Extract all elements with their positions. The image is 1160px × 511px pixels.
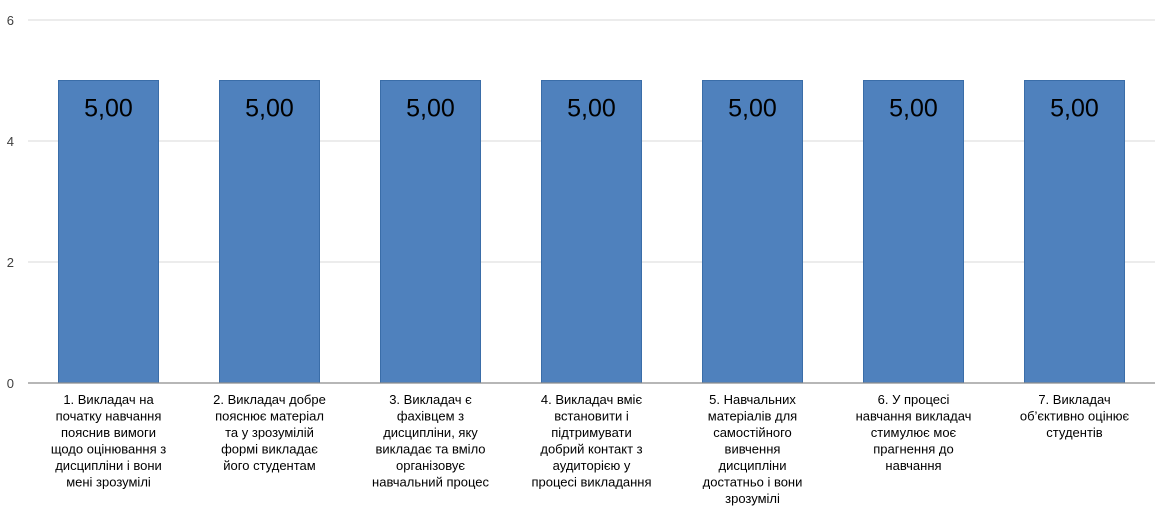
- x-tick-label-line: аудиторією у: [553, 458, 631, 473]
- x-tick-label-line: 1. Викладач на: [63, 392, 154, 407]
- x-tick-label-line: 5. Навчальних: [709, 392, 796, 407]
- x-tick-label-line: пояснив вимоги: [61, 425, 156, 440]
- data-label: 5,00: [567, 95, 616, 123]
- x-tick-label-line: фахівцем з: [397, 409, 464, 424]
- x-tick-label-line: встановити і: [554, 409, 629, 424]
- bar: [702, 80, 803, 384]
- data-label: 5,00: [728, 95, 777, 123]
- y-axis-ticks: 0 2 4 6: [7, 13, 14, 391]
- x-tick-label-line: щодо оцінювання з: [51, 442, 166, 457]
- y-tick-label: 2: [7, 255, 14, 270]
- data-label: 5,00: [406, 95, 455, 123]
- bar: [863, 80, 964, 384]
- data-label: 5,00: [84, 95, 133, 123]
- x-tick-label-line: мені зрозумілі: [66, 475, 151, 490]
- x-tick-label: 6. У процесі навчання викладач стимулює мо…: [856, 392, 972, 473]
- x-tick-label-line: навчальний процес: [372, 475, 489, 490]
- x-tick-label-line: вивчення: [725, 442, 781, 457]
- x-tick-label-line: об’єктивно оцінює: [1020, 409, 1130, 424]
- x-tick-label: 2. Викладач добре пояснює матеріал та у зр…: [213, 392, 326, 473]
- x-tick-label-line: зрозумілі: [725, 491, 780, 506]
- x-tick-label-line: студентів: [1046, 425, 1103, 440]
- x-tick-label: 3. Викладач є фахівцем з дисципліни, яку ви…: [372, 392, 489, 490]
- x-tick-label-line: процесі викладання: [531, 475, 651, 490]
- x-tick-label-line: його студентам: [223, 458, 315, 473]
- x-tick-label-line: початку навчання: [56, 409, 162, 424]
- x-tick-label-line: 6. У процесі: [878, 392, 950, 407]
- x-tick-label-line: дисципліни, яку: [383, 425, 478, 440]
- bar: [380, 80, 481, 384]
- x-tick-label-line: 4. Викладач вміє: [541, 392, 643, 407]
- x-tick-label-line: достатньо і вони: [703, 475, 803, 490]
- x-tick-label: 4. Викладач вміє встановити і підтримувати…: [531, 392, 651, 490]
- y-tick-label: 6: [7, 13, 14, 28]
- x-tick-label-line: матеріалів для: [708, 409, 797, 424]
- x-tick-label-line: організовує: [396, 458, 465, 473]
- data-label: 5,00: [889, 95, 938, 123]
- x-tick-label-line: 3. Викладач є: [389, 392, 472, 407]
- x-tick-label: 5. Навчальних матеріалів для самостійного в…: [703, 392, 803, 506]
- x-tick-label-line: викладає та вміло: [375, 442, 485, 457]
- bar: [1024, 80, 1125, 384]
- x-tick-label-line: та у зрозумілій: [225, 425, 314, 440]
- y-tick-label: 0: [7, 376, 14, 391]
- x-tick-label-line: стимулює моє: [871, 425, 957, 440]
- x-tick-label-line: пояснює матеріал: [215, 409, 324, 424]
- x-axis-labels: 1. Викладач на початку навчання пояснив ви…: [51, 392, 1130, 506]
- x-tick-label-line: дисципліни: [718, 458, 786, 473]
- x-tick-label-line: дисципліни і вони: [55, 458, 162, 473]
- data-label: 5,00: [245, 95, 294, 123]
- x-tick-label-line: навчання: [885, 458, 941, 473]
- bar: [541, 80, 642, 384]
- x-tick-label-line: добрий контакт з: [540, 442, 642, 457]
- bar: [219, 80, 320, 384]
- x-tick-label-line: підтримувати: [551, 425, 631, 440]
- x-tick-label-line: самостійного: [713, 425, 792, 440]
- x-tick-label-line: 2. Викладач добре: [213, 392, 326, 407]
- data-label: 5,00: [1050, 95, 1099, 123]
- x-tick-label: 1. Викладач на початку навчання пояснив ви…: [51, 392, 166, 490]
- data-labels: 5,00 5,00 5,00 5,00 5,00 5,00 5,00: [84, 95, 1099, 123]
- x-tick-label-line: прагнення до: [873, 442, 953, 457]
- y-tick-label: 4: [7, 134, 14, 149]
- bars: [58, 80, 1125, 384]
- x-tick-label-line: 7. Викладач: [1038, 392, 1110, 407]
- x-tick-label-line: формі викладає: [221, 442, 318, 457]
- x-tick-label-line: навчання викладач: [856, 409, 972, 424]
- x-tick-label: 7. Викладач об’єктивно оцінює студентів: [1020, 392, 1130, 440]
- bar: [58, 80, 159, 384]
